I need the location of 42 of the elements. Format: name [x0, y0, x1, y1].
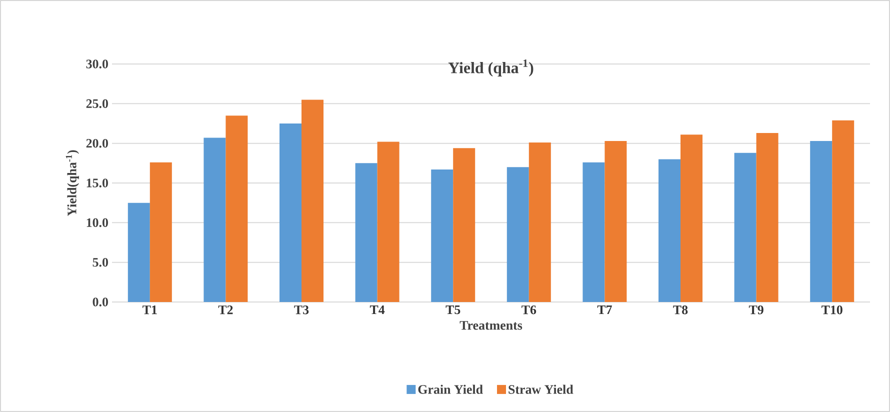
bar	[832, 120, 854, 302]
bar	[810, 140, 832, 302]
bar	[431, 170, 454, 302]
bar	[680, 134, 703, 302]
x-axis-title: Treatments	[460, 321, 522, 330]
bar	[226, 116, 248, 302]
bar	[377, 142, 400, 302]
bar	[128, 202, 150, 302]
y-tick-label: 20.0	[86, 138, 108, 148]
y-tick-label: 25.0	[86, 99, 108, 108]
x-tick-label: T7	[597, 306, 612, 314]
bar	[658, 159, 680, 302]
bar	[355, 163, 378, 302]
x-tick-label: T9	[748, 306, 764, 314]
legend-label: Grain Yield	[418, 384, 483, 394]
bar	[734, 152, 756, 302]
x-tick-label: T1	[142, 306, 157, 314]
y-tick-label: 30.0	[86, 60, 108, 68]
bar	[204, 138, 226, 302]
chart-title: Yield (qha$^{-1}$)	[448, 60, 534, 76]
bar	[756, 133, 778, 302]
bar	[506, 167, 529, 302]
x-tick-label: T8	[673, 306, 688, 314]
x-tick-label: T6	[522, 306, 536, 314]
y-axis-title: Yield(qha$^{-1}$)	[66, 150, 79, 216]
x-tick-label: T3	[294, 306, 309, 314]
x-tick-label: T4	[370, 306, 385, 314]
y-tick-label: 0.0	[92, 298, 108, 306]
legend-label: Straw Yield	[508, 384, 574, 394]
bar	[528, 142, 551, 302]
bar	[604, 140, 627, 302]
bar	[453, 148, 476, 302]
bar	[150, 162, 172, 302]
y-tick-label: 15.0	[86, 178, 108, 188]
bar	[280, 124, 302, 302]
y-tick-label: 10.0	[86, 218, 108, 228]
x-tick-label: T2	[218, 306, 233, 314]
x-tick-label: T10	[822, 306, 842, 314]
bar	[582, 162, 605, 302]
x-tick-label: T5	[446, 306, 460, 314]
bar	[302, 100, 324, 302]
y-tick-label: 5.0	[92, 258, 108, 267]
